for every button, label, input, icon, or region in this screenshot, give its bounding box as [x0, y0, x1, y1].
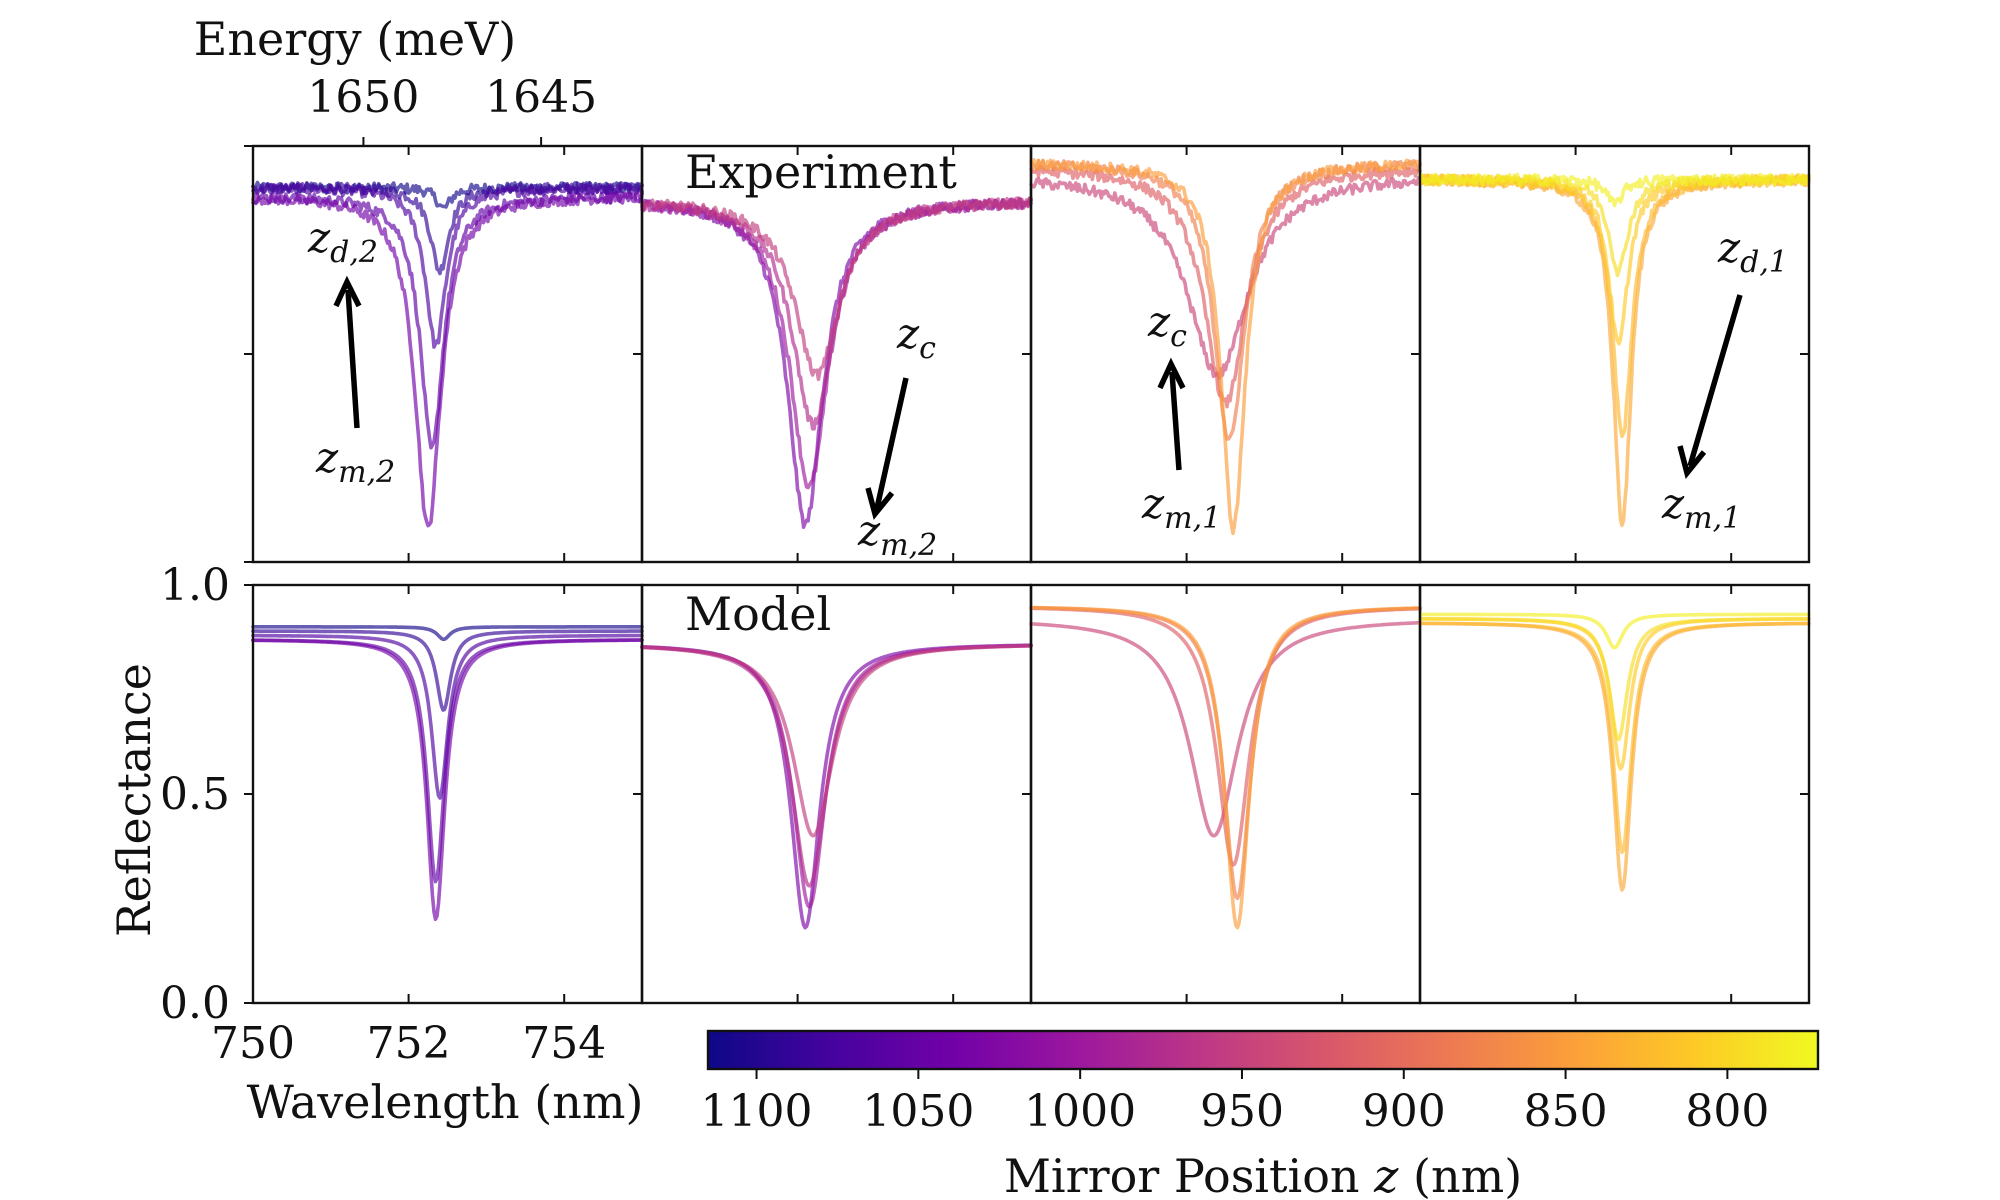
- panel-frame-r1-c0: [251, 583, 644, 1005]
- series-line-r1-c3-4: [1418, 612, 1811, 650]
- series-line-r0-c1-1: [640, 197, 1033, 490]
- annotation-zm2-label-a: zm,2: [315, 433, 395, 490]
- arrow-head-panel-3: [1157, 357, 1186, 390]
- annotation-zd1-base: z: [1717, 223, 1741, 272]
- cbar-tick-label-5: 850: [1524, 1086, 1608, 1137]
- series-line-r1-c0-1: [251, 629, 644, 712]
- series-line-r0-c0-2: [251, 182, 644, 349]
- arrow-panel-1: [345, 289, 360, 429]
- cbar-tick-label-4: 900: [1362, 1086, 1446, 1137]
- series-line-r0-c1-0: [640, 197, 1033, 530]
- annotation-zd2-base: z: [307, 213, 331, 262]
- annotation-zm2-base-b: z: [857, 506, 881, 555]
- series-line-r1-c3-3: [1418, 616, 1811, 742]
- series-line-r1-c0-0: [251, 624, 644, 642]
- annotation-zm1-sub-a: m,1: [1164, 501, 1221, 536]
- x-axis-ticks: 750 752 754: [211, 1018, 606, 1069]
- series-line-r1-c1-1: [640, 643, 1033, 909]
- annotation-zc-sub-a: c: [919, 331, 936, 366]
- colorbar-label-prefix: Mirror Position: [1004, 1149, 1360, 1200]
- ytick-label-2: 1.0: [160, 560, 230, 611]
- panel-frame-r0-c0: [251, 144, 644, 564]
- arrow-head-panel-1: [333, 275, 362, 308]
- colorbar-label-var: z: [1373, 1149, 1399, 1200]
- xtick-label-2: 754: [522, 1018, 606, 1069]
- annotation-zc-base-b: z: [1147, 297, 1171, 346]
- panel-r1-c0: [244, 583, 644, 1005]
- arrow-panel-4: [1687, 294, 1743, 467]
- annotation-zm1-base-a: z: [1141, 479, 1165, 528]
- top-axis-label: Energy (meV): [194, 12, 516, 66]
- row-label-model: Model: [685, 587, 831, 641]
- series-line-r1-c1-2: [640, 643, 1033, 888]
- series-line-r1-c0-4: [251, 638, 644, 922]
- y-axis-label: Reflectance: [107, 663, 161, 937]
- panels: [244, 144, 1811, 1005]
- cbar-tick-label-0: 1100: [701, 1086, 813, 1137]
- cbar-tick-label-3: 950: [1200, 1086, 1284, 1137]
- panel-r0-c1: [633, 144, 1033, 564]
- y-axis-ticks: 0.0 0.5 1.0: [160, 560, 230, 1029]
- series-line-r1-c3-2: [1418, 617, 1811, 771]
- colorbar: [708, 1031, 1818, 1069]
- annotation-zd2-sub: d,2: [330, 235, 378, 270]
- annotations: zd,2 zm,2 zc zm,2 zc zm,1 zd,1 zm,1: [307, 213, 1788, 563]
- annotation-zm2-label-b: zm,2: [857, 506, 937, 563]
- panel-r0-c0: [244, 144, 644, 564]
- annotation-zc-base-a: z: [896, 309, 920, 358]
- cbar-tick-label-1: 1050: [862, 1086, 974, 1137]
- annotation-zd1-label: zd,1: [1717, 223, 1788, 280]
- top-axis-ticks: 1650 1645: [307, 72, 597, 146]
- ytick-label-0: 0.0: [160, 978, 230, 1029]
- series-line-r1-c1-0: [640, 643, 1033, 930]
- panel-frame-r0-c2: [1029, 144, 1422, 564]
- panel-r0-c3: [1411, 144, 1811, 564]
- panel-r1-c2: [1022, 583, 1422, 1005]
- annotation-zm1-label-a: zm,1: [1141, 479, 1221, 536]
- xtick-label-0: 750: [211, 1018, 295, 1069]
- annotation-zm1-base-b: z: [1661, 479, 1685, 528]
- arrow-panel-2: [874, 377, 909, 509]
- annotation-zm1-label-b: zm,1: [1661, 479, 1741, 536]
- annotation-zd2-label: zd,2: [307, 213, 378, 270]
- series-line-r0-c1-3: [640, 196, 1033, 382]
- annotation-zc-label-a: zc: [896, 309, 936, 366]
- row-label-experiment: Experiment: [685, 145, 957, 199]
- arrow-head-panel-4: [1677, 445, 1707, 479]
- series-line-r0-c0-4: [251, 190, 644, 528]
- cbar-tick-label-2: 1000: [1024, 1086, 1136, 1137]
- annotation-zm2-base-a: z: [315, 433, 339, 482]
- annotation-zc-label-b: zc: [1147, 297, 1187, 354]
- series-line-r0-c2-3: [1029, 158, 1422, 536]
- series-line-r1-c1-3: [640, 643, 1033, 838]
- panel-r0-c2: [1022, 144, 1422, 564]
- xtick-label-1: 752: [367, 1018, 451, 1069]
- colorbar-frame: [706, 1029, 1820, 1071]
- annotation-zm2-sub-a: m,2: [338, 455, 395, 490]
- cbar-tick-label-6: 800: [1685, 1086, 1769, 1137]
- colorbar-ticks: 1100 1050 1000 950 900 850 800: [701, 1069, 1769, 1137]
- series-line-r1-c2-2: [1029, 605, 1422, 901]
- annotation-zd1-sub: d,1: [1740, 245, 1788, 280]
- series-line-r0-c3-4: [1418, 172, 1811, 208]
- arrow-head-panel-2: [865, 487, 895, 520]
- series-line-r1-c2-3: [1029, 605, 1422, 930]
- x-axis-label: Wavelength (nm): [247, 1075, 644, 1129]
- annotation-zm1-sub-b: m,1: [1684, 501, 1741, 536]
- top-tick-label-0: 1650: [307, 72, 419, 123]
- colorbar-label-unit: (nm): [1413, 1149, 1522, 1200]
- annotation-zc-sub-b: c: [1170, 319, 1187, 354]
- series-line-r0-c2-0: [1029, 175, 1422, 380]
- panel-r1-c1: [633, 583, 1033, 1005]
- ytick-label-1: 0.5: [160, 769, 230, 820]
- colorbar-label: Mirror Position z (nm): [1004, 1149, 1522, 1200]
- top-tick-label-1: 1645: [485, 72, 597, 123]
- panel-r1-c3: [1411, 583, 1811, 1005]
- annotation-zm2-sub-b: m,2: [880, 528, 937, 563]
- arrow-panel-3: [1169, 371, 1182, 471]
- series-line-r1-c3-1: [1418, 621, 1811, 855]
